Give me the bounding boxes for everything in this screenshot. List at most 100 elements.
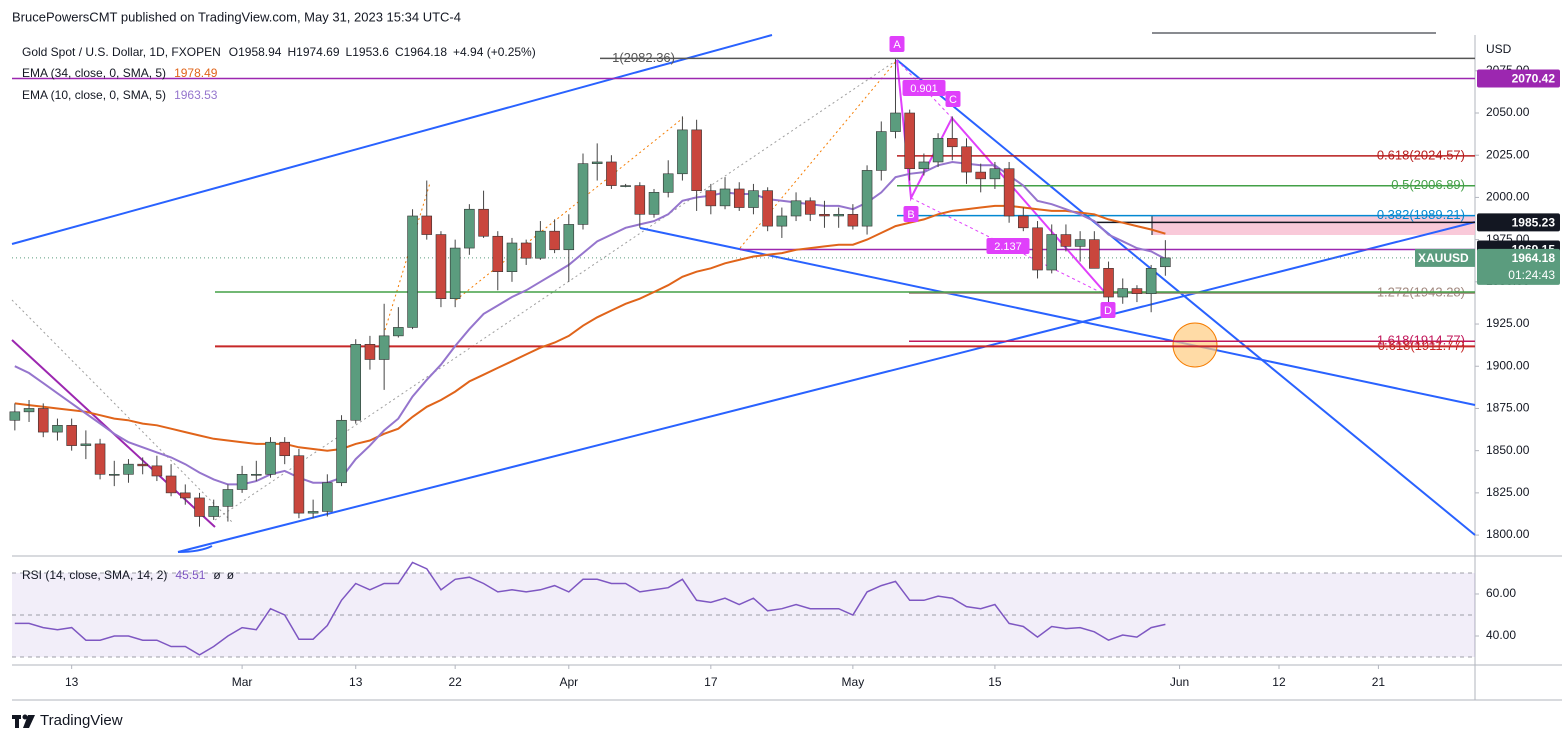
candle-body: [1160, 257, 1171, 268]
candle-body: [932, 138, 944, 163]
candle-body: [847, 213, 859, 227]
candle-body: [563, 224, 575, 251]
candle-body: [1074, 239, 1086, 247]
symbol-tag: [1415, 248, 1475, 267]
trend-line: [11, 34, 773, 245]
x-tick-label: Jun: [1170, 675, 1189, 689]
candle-body: [861, 170, 873, 227]
logo-part: [15, 715, 19, 728]
ohlc-value: 1953.6: [352, 45, 389, 59]
legend-name: EMA (10, close, 0, SMA, 5): [22, 88, 166, 102]
candle-body: [449, 247, 461, 300]
candle-body: [1018, 215, 1029, 229]
candle-body: [307, 511, 319, 514]
candle-body: [620, 185, 631, 187]
y-tick-label: 1925.00: [1486, 316, 1530, 330]
price-tag-label: 1985.23: [1512, 216, 1556, 230]
fib-level-label: 1.618(1914.77): [1377, 333, 1465, 348]
candle-body: [719, 188, 731, 207]
candle-body: [279, 441, 290, 457]
candle-body: [251, 473, 262, 476]
ohlc-value: 1964.18: [404, 45, 448, 59]
legend-name: EMA (34, close, 0, SMA, 5): [22, 66, 166, 80]
symbol-label: XAUUSD: [1418, 251, 1469, 265]
annotation: A: [893, 39, 901, 51]
y-tick-label: 1875.00: [1486, 401, 1530, 415]
candle-body: [1103, 268, 1114, 298]
candle-body: [1003, 168, 1015, 217]
x-tick-label: Mar: [232, 675, 253, 689]
legend-extra: ø: [213, 568, 221, 582]
ohlc-label: H: [287, 45, 296, 59]
candle-body: [137, 463, 148, 467]
candle-body: [1046, 234, 1057, 271]
legend-value: 1963.53: [174, 88, 218, 102]
candle-body: [123, 463, 134, 475]
trend-line: [177, 221, 1476, 553]
harmonic-ratio-line: [896, 59, 953, 119]
y-tick-label: 40.00: [1486, 628, 1516, 642]
candle-body: [393, 327, 404, 337]
candle-body: [733, 188, 745, 208]
candle-body: [52, 425, 63, 433]
annotation-box: [1100, 302, 1116, 318]
annotation-box: [902, 80, 946, 96]
currency: USD: [1486, 42, 1512, 56]
price-tag: [1477, 69, 1560, 88]
candle-body: [66, 425, 77, 446]
annotation-box: [986, 238, 1030, 254]
zone: [1152, 215, 1475, 235]
fib-level-label: 0.382(1989.21): [1377, 207, 1465, 222]
guide-line: [455, 117, 684, 301]
candle-body: [961, 146, 972, 173]
candle-body: [677, 129, 688, 175]
candle-body: [890, 112, 901, 132]
candle-body: [336, 419, 347, 484]
target-circle: [1172, 322, 1218, 368]
countdown: 01:24:43: [1508, 268, 1555, 282]
annotation-box: [903, 206, 919, 222]
ohlc-label: O: [229, 45, 238, 59]
x-tick-label: 13: [349, 675, 363, 689]
logo-part: [22, 714, 28, 720]
candle-body: [762, 190, 773, 227]
candle-body: [904, 112, 915, 170]
candle-body: [662, 173, 674, 193]
annotation: 0.901: [910, 83, 938, 95]
y-tick-label: 1800.00: [1486, 527, 1530, 541]
x-tick-label: 17: [704, 675, 718, 689]
candle-body: [421, 215, 433, 235]
candle-body: [23, 408, 35, 413]
fib-level-label: 0.5(2006.89): [1391, 177, 1465, 192]
fib-level-label: 1(2082.36): [612, 50, 675, 65]
trend-arc: [177, 545, 213, 553]
candle-body: [350, 343, 362, 421]
candle-body: [804, 200, 816, 215]
candle-body: [606, 161, 617, 186]
candle-body: [151, 465, 163, 477]
trend-line: [896, 59, 1476, 536]
candle-body: [378, 335, 390, 360]
candle-body: [591, 161, 603, 164]
candle-body: [108, 473, 120, 476]
candle-body: [1117, 288, 1129, 298]
y-tick-label: 2000.00: [1486, 190, 1530, 204]
fib-level-label: 0.618(1911.77): [1378, 338, 1465, 353]
candle-body: [506, 242, 518, 273]
brand-logo: [12, 714, 35, 728]
y-tick-label: 1900.00: [1486, 358, 1530, 372]
legend-value: 45.51: [175, 568, 205, 582]
candle-body: [975, 171, 986, 180]
ohlc-label: C: [395, 45, 404, 59]
candle-body: [464, 208, 475, 249]
ohlc-label: L: [346, 45, 353, 59]
candle-body: [748, 190, 759, 208]
candle-body: [9, 411, 21, 421]
candle-body: [364, 343, 376, 360]
candle-body: [1060, 234, 1072, 247]
x-tick-label: Apr: [559, 675, 578, 689]
legend-value: 1978.49: [174, 66, 218, 80]
candle-body: [549, 230, 560, 251]
guide-line: [11, 299, 233, 523]
annotation-box: [889, 36, 905, 52]
